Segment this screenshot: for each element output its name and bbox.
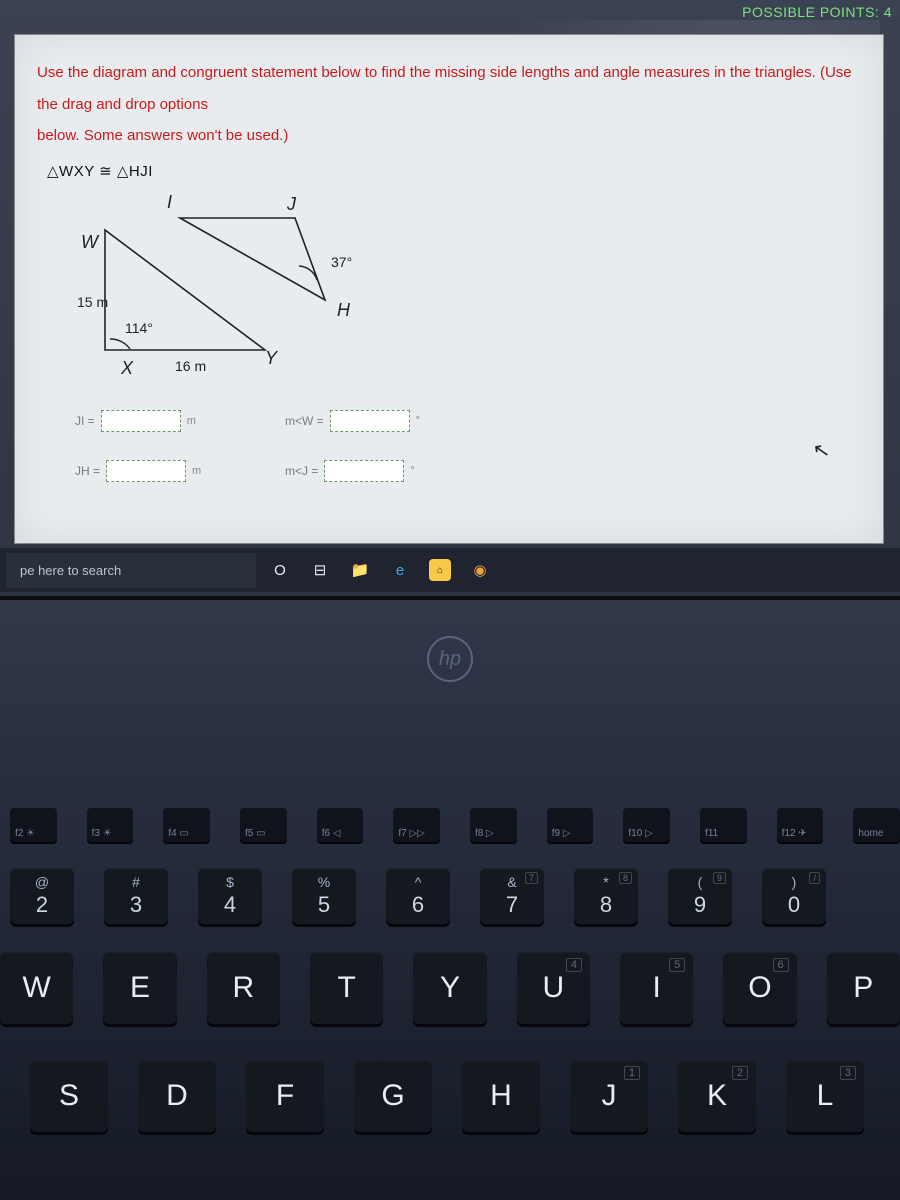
- taskbar[interactable]: pe here to search O ⊟ 📁 e ⌂ ◉: [0, 548, 900, 592]
- letter-key[interactable]: Y: [413, 952, 486, 1024]
- asdf-row: SDFGH J1 K2 L3: [0, 1060, 900, 1132]
- explorer-icon[interactable]: 📁: [344, 554, 376, 586]
- letter-key[interactable]: R: [207, 952, 280, 1024]
- unit-mj: °: [410, 465, 414, 477]
- letter-key[interactable]: J1: [570, 1060, 648, 1132]
- angle-x: 114°: [125, 320, 153, 336]
- unit-ji: m: [187, 415, 196, 427]
- hp-logo: hp: [427, 636, 473, 682]
- vertex-i: I: [167, 192, 172, 213]
- angle-arc-x: [110, 338, 130, 348]
- vertex-x: X: [121, 358, 133, 379]
- letter-key[interactable]: S: [30, 1060, 108, 1132]
- num-key[interactable]: (99: [668, 868, 732, 924]
- letter-key[interactable]: T: [310, 952, 383, 1024]
- num-key[interactable]: #3: [104, 868, 168, 924]
- answer-grid: JI = m m<W = ° JH = m m<J = °: [75, 410, 883, 482]
- edge-icon[interactable]: e: [384, 554, 416, 586]
- number-key-row: @2 #3 $4 %5 ^6&77 *88 (99 )0/: [10, 868, 900, 924]
- dropzone-mj[interactable]: [324, 460, 404, 482]
- num-key[interactable]: %5: [292, 868, 356, 924]
- letter-key[interactable]: H: [462, 1060, 540, 1132]
- fn-key[interactable]: f10 ▷: [623, 808, 670, 842]
- letter-key[interactable]: P: [827, 952, 900, 1024]
- answer-mj: m<J = °: [285, 460, 485, 482]
- instructions: Use the diagram and congruent statement …: [15, 35, 883, 158]
- vertex-h: H: [337, 300, 350, 321]
- letter-key[interactable]: G: [354, 1060, 432, 1132]
- qwerty-row: WERTY U4 I5 O6 P: [0, 952, 900, 1024]
- letter-key[interactable]: L3: [786, 1060, 864, 1132]
- letter-key[interactable]: U4: [517, 952, 590, 1024]
- instruction-line2: below. Some answers won't be used.): [37, 127, 288, 144]
- taskview-icon[interactable]: ⊟: [304, 554, 336, 586]
- fn-key[interactable]: f4 ▭: [163, 808, 210, 842]
- unit-jh: m: [192, 465, 201, 477]
- search-input[interactable]: pe here to search: [6, 553, 256, 588]
- label-mw: m<W =: [285, 414, 324, 428]
- possible-points: POSSIBLE POINTS: 4: [742, 4, 892, 20]
- letter-key[interactable]: W: [0, 952, 73, 1024]
- answer-ji: JI = m: [75, 410, 275, 432]
- triangle-hji: [180, 218, 325, 300]
- triangle-diagram: W X Y I J H 15 m 114° 16 m 37°: [55, 190, 355, 400]
- vertex-y: Y: [265, 348, 277, 369]
- num-key[interactable]: ^6: [386, 868, 450, 924]
- label-mj: m<J =: [285, 464, 318, 478]
- fn-key[interactable]: f2 ☀: [10, 808, 57, 842]
- num-key[interactable]: $4: [198, 868, 262, 924]
- laptop-screen: POSSIBLE POINTS: 4 Use the diagram and c…: [0, 0, 900, 600]
- fn-key[interactable]: home: [853, 808, 900, 842]
- label-ji: JI =: [75, 414, 95, 428]
- dropzone-ji[interactable]: [101, 410, 181, 432]
- letter-key[interactable]: K2: [678, 1060, 756, 1132]
- side-wx: 15 m: [77, 294, 108, 310]
- side-xy: 16 m: [175, 358, 206, 374]
- letter-key[interactable]: O6: [723, 952, 796, 1024]
- congruence-statement: △WXY ≅ △HJI: [15, 158, 883, 190]
- num-key[interactable]: *88: [574, 868, 638, 924]
- letter-key[interactable]: F: [246, 1060, 324, 1132]
- instruction-line1: Use the diagram and congruent statement …: [37, 64, 852, 113]
- fn-key[interactable]: f12 ✈: [777, 808, 824, 842]
- letter-key[interactable]: E: [103, 952, 176, 1024]
- letter-key[interactable]: I5: [620, 952, 693, 1024]
- vertex-j: J: [287, 194, 296, 215]
- chrome-icon[interactable]: ◉: [464, 554, 496, 586]
- letter-key[interactable]: D: [138, 1060, 216, 1132]
- fn-key[interactable]: f11: [700, 808, 747, 842]
- fn-key-row: f2 ☀ f3 ☀ f4 ▭ f5 ▭ f6 ◁ f7 ▷▷ f8 ▷ f9 ▷ f10 ▷ f1…: [10, 808, 900, 842]
- answer-mw: m<W = °: [285, 410, 485, 432]
- fn-key[interactable]: f6 ◁: [317, 808, 364, 842]
- question-card: Use the diagram and congruent statement …: [14, 34, 884, 544]
- fn-key[interactable]: f3 ☀: [87, 808, 134, 842]
- dropzone-jh[interactable]: [106, 460, 186, 482]
- fn-key[interactable]: f8 ▷: [470, 808, 517, 842]
- num-key[interactable]: &77: [480, 868, 544, 924]
- vertex-w: W: [81, 232, 98, 253]
- answer-jh: JH = m: [75, 460, 275, 482]
- cortana-icon[interactable]: O: [264, 554, 296, 586]
- label-jh: JH =: [75, 464, 100, 478]
- fn-key[interactable]: f9 ▷: [547, 808, 594, 842]
- num-key[interactable]: @2: [10, 868, 74, 924]
- angle-h: 37°: [331, 254, 352, 270]
- num-key[interactable]: )0/: [762, 868, 826, 924]
- dropzone-mw[interactable]: [330, 410, 410, 432]
- fn-key[interactable]: f7 ▷▷: [393, 808, 440, 842]
- store-icon[interactable]: ⌂: [424, 554, 456, 586]
- fn-key[interactable]: f5 ▭: [240, 808, 287, 842]
- unit-mw: °: [416, 415, 420, 427]
